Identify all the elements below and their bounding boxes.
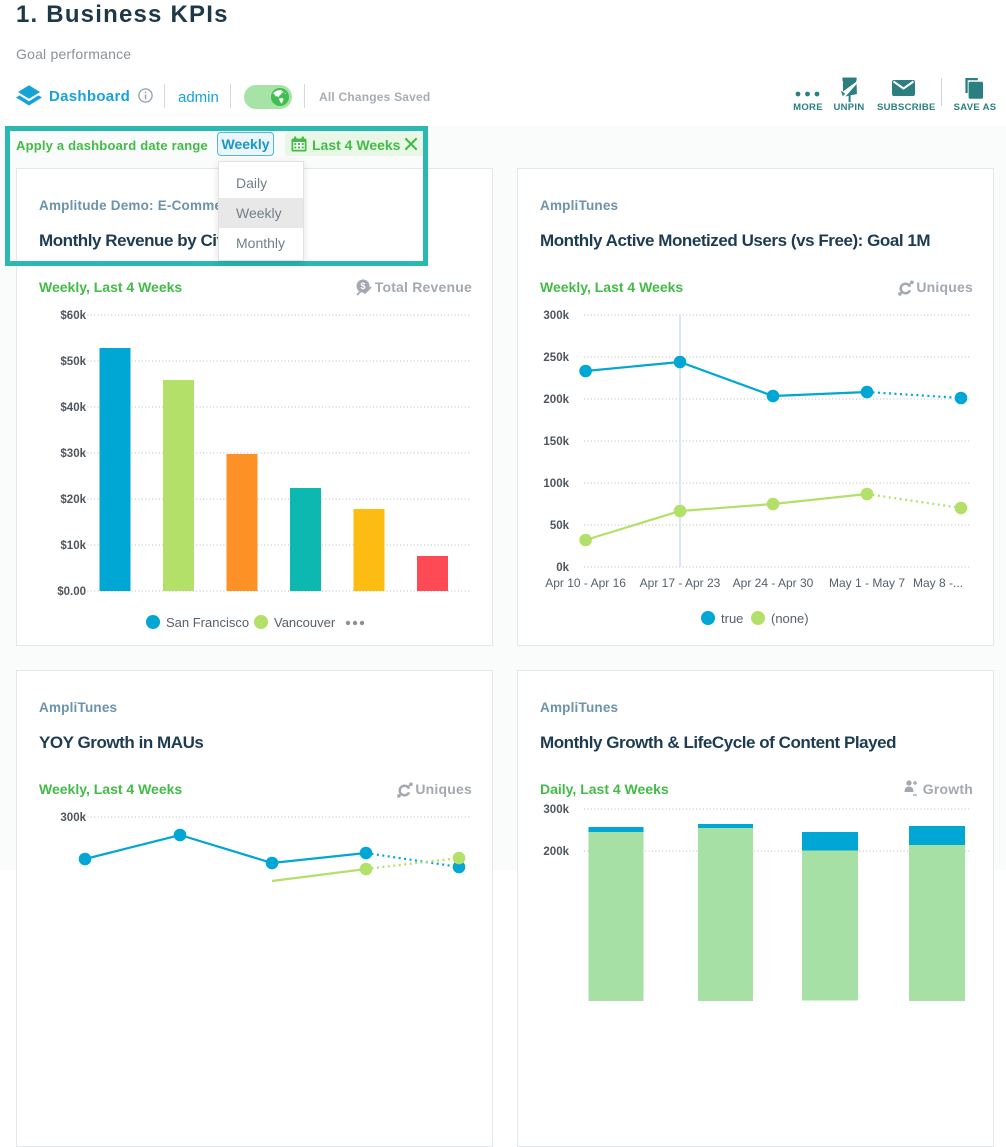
- svg-text:300k: 300k: [60, 812, 86, 824]
- svg-text:Apr 10 - Apr 16: Apr 10 - Apr 16: [545, 576, 626, 590]
- svg-text:$60k: $60k: [60, 310, 86, 322]
- svg-text:(none): (none): [771, 611, 809, 626]
- svg-text:$0.00: $0.00: [57, 586, 86, 598]
- svg-text:100k: 100k: [543, 478, 569, 490]
- svg-text:300k: 300k: [543, 310, 569, 322]
- svg-text:$: $: [360, 281, 365, 291]
- svg-text:150k: 150k: [543, 436, 569, 448]
- svg-text:Vancouver: Vancouver: [274, 615, 336, 630]
- svg-text:May 8 -...: May 8 -...: [913, 576, 963, 590]
- svg-text:0k: 0k: [556, 562, 569, 574]
- svg-text:Apr 24 - Apr 30: Apr 24 - Apr 30: [733, 576, 814, 590]
- svg-text:$10k: $10k: [60, 540, 86, 552]
- svg-text:May 1 - May 7: May 1 - May 7: [829, 576, 905, 590]
- svg-text:300k: 300k: [543, 804, 569, 816]
- svg-text:$20k: $20k: [60, 494, 86, 506]
- svg-text:50k: 50k: [550, 520, 570, 532]
- svg-text:200k: 200k: [543, 846, 569, 858]
- svg-text:200k: 200k: [543, 394, 569, 406]
- svg-text:$30k: $30k: [60, 448, 86, 460]
- svg-text:Apr 17 - Apr 23: Apr 17 - Apr 23: [640, 576, 721, 590]
- svg-text:true: true: [721, 611, 743, 626]
- svg-text:$50k: $50k: [60, 356, 86, 368]
- svg-text:San Francisco: San Francisco: [166, 615, 249, 630]
- svg-text:$40k: $40k: [60, 402, 86, 414]
- svg-text:250k: 250k: [543, 352, 569, 364]
